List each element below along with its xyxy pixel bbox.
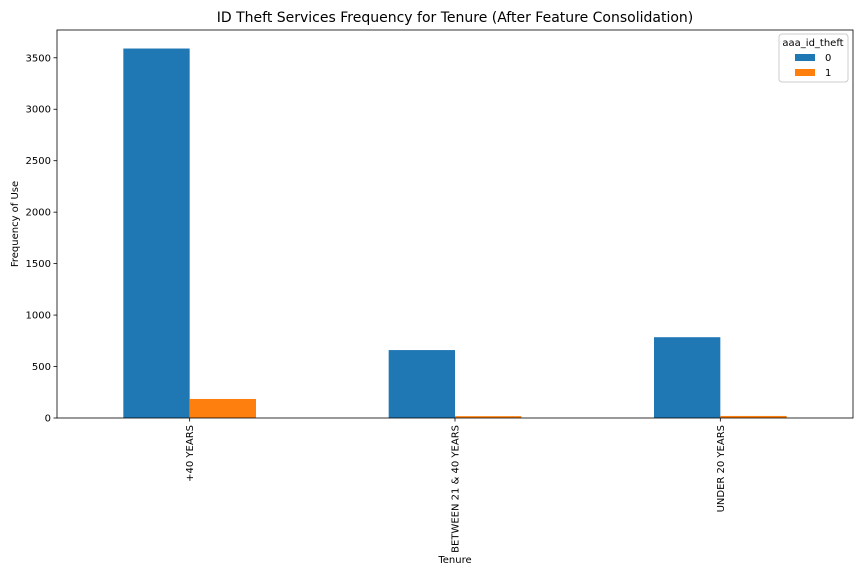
legend-title: aaa_id_theft [782, 38, 843, 49]
y-tick-label-4: 2000 [26, 208, 51, 219]
bar-0-1 [388, 350, 455, 418]
bars-group [123, 48, 787, 418]
x-axis-ticks: +40 YEARS BETWEEN 21 & 40 YEARS UNDER 20 Y… [185, 418, 727, 553]
x-axis-label: Tenure [437, 555, 471, 566]
y-tick-label-0: 0 [45, 414, 51, 425]
legend-swatch-1 [795, 69, 815, 76]
y-tick-label-1: 500 [32, 362, 51, 373]
bar-1-0 [189, 398, 256, 418]
legend: aaa_id_theft 0 1 [778, 33, 849, 83]
y-tick-label-5: 2500 [26, 156, 51, 167]
legend-swatch-0 [795, 54, 815, 61]
bar-0-0 [123, 48, 190, 418]
x-tick-label-0: +40 YEARS [185, 425, 196, 482]
bar-0-2 [654, 337, 721, 418]
y-tick-label-7: 3500 [26, 53, 51, 64]
bar-1-2 [720, 415, 787, 418]
y-tick-label-2: 1000 [26, 311, 51, 322]
y-tick-label-3: 1500 [26, 259, 51, 270]
y-axis-label: Frequency of Use [10, 181, 21, 267]
x-tick-label-1: BETWEEN 21 & 40 YEARS [451, 425, 462, 553]
x-tick-label-2: UNDER 20 YEARS [716, 425, 727, 512]
legend-label-0: 0 [825, 53, 831, 64]
plot-frame [56, 29, 854, 419]
legend-label-1: 1 [825, 68, 831, 79]
y-tick-label-6: 3000 [26, 105, 51, 116]
bar-1-1 [455, 416, 522, 418]
y-axis-ticks: 0 500 1000 1500 2000 2500 3000 3500 [26, 53, 57, 425]
chart-title: ID Theft Services Frequency for Tenure (… [217, 10, 694, 26]
